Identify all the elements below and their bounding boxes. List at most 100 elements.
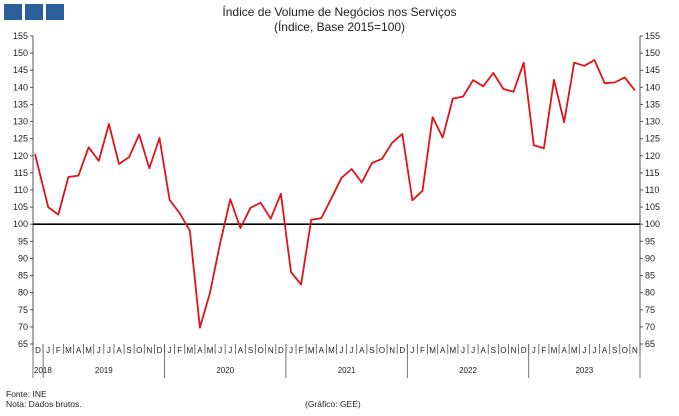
x-month-label: N [511,346,517,355]
x-month-label: J [97,346,101,355]
x-month-label: J [532,346,536,355]
x-month-label: M [450,346,457,355]
x-month-label: F [420,346,425,355]
y-tick-label-left: 95 [18,236,28,246]
x-year-label: 2019 [95,366,113,375]
x-month-label: N [146,346,152,355]
x-month-label: A [561,346,567,355]
x-month-label: J [410,346,414,355]
x-month-label: J [461,346,465,355]
x-month-label: O [622,346,628,355]
x-month-label: M [65,346,72,355]
y-tick-label-left: 105 [13,202,28,212]
y-tick-label-right: 150 [645,48,660,58]
y-tick-label-right: 105 [645,202,660,212]
x-month-label: D [157,346,163,355]
y-tick-label-left: 85 [18,271,28,281]
x-year-label: 2021 [338,366,356,375]
x-month-label: S [491,346,496,355]
x-month-label: O [500,346,506,355]
x-month-label: S [369,346,374,355]
x-month-label: M [85,346,92,355]
x-month-label: J [228,346,232,355]
x-month-label: M [551,346,558,355]
x-month-label: J [592,346,596,355]
x-month-label: M [328,346,335,355]
y-tick-label-right: 85 [645,271,655,281]
logo-square [25,4,43,20]
credit-text: (Gráfico: GEE) [305,399,361,409]
x-month-label: M [571,346,578,355]
y-tick-label-left: 70 [18,322,28,332]
x-month-label: J [289,346,293,355]
y-tick-label-left: 65 [18,339,28,349]
y-tick-label-left: 125 [13,134,28,144]
x-month-label: N [268,346,274,355]
x-month-label: A [116,346,122,355]
chart-title: Índice de Volume de Negócios nos Serviço… [222,5,457,19]
x-month-label: M [429,346,436,355]
x-month-label: A [319,346,325,355]
x-month-label: A [197,346,203,355]
x-month-label: J [107,346,111,355]
y-tick-label-right: 65 [645,339,655,349]
y-tick-label-left: 155 [13,31,28,41]
x-year-label: 2023 [575,366,593,375]
x-year-label: 2022 [459,366,477,375]
x-month-label: S [126,346,131,355]
y-tick-label-left: 80 [18,288,28,298]
y-tick-label-right: 115 [645,168,659,178]
y-tick-label-right: 145 [645,65,660,75]
y-tick-label-right: 110 [645,185,659,195]
note-text: Nota: Dados brutos. [6,399,82,409]
x-month-label: M [186,346,193,355]
y-tick-label-right: 70 [645,322,655,332]
x-month-label: M [308,346,315,355]
y-tick-label-right: 75 [645,305,655,315]
y-tick-label-right: 90 [645,253,655,263]
x-month-label: A [481,346,487,355]
x-month-label: O [379,346,385,355]
y-tick-label-left: 100 [13,219,28,229]
y-tick-label-right: 140 [645,82,660,92]
x-month-label: F [177,346,182,355]
x-month-label: S [248,346,253,355]
x-month-label: A [76,346,82,355]
y-tick-label-left: 90 [18,253,28,263]
x-month-label: J [340,346,344,355]
x-month-label: J [46,346,50,355]
source-text: Fonte: INE [6,389,47,399]
x-month-label: O [258,346,264,355]
x-month-label: J [168,346,172,355]
x-month-label: A [440,346,446,355]
y-tick-label-left: 135 [13,99,28,109]
x-month-label: J [350,346,354,355]
x-month-label: A [359,346,365,355]
x-month-label: F [56,346,61,355]
y-tick-label-right: 100 [645,219,660,229]
logo-square [4,4,22,20]
x-month-label: N [632,346,638,355]
x-month-label: A [238,346,244,355]
x-month-label: D [521,346,527,355]
y-tick-label-right: 95 [645,236,655,246]
y-tick-label-left: 75 [18,305,28,315]
x-month-label: N [389,346,395,355]
y-tick-label-right: 80 [645,288,655,298]
y-tick-label-left: 140 [13,82,28,92]
x-year-label: 2020 [216,366,234,375]
x-month-label: O [136,346,142,355]
y-tick-label-right: 155 [645,31,660,41]
x-month-label: F [299,346,304,355]
y-tick-label-right: 120 [645,151,660,161]
x-month-label: D [399,346,405,355]
x-month-label: M [207,346,214,355]
y-tick-label-left: 115 [14,168,28,178]
y-tick-label-left: 145 [13,65,28,75]
y-tick-label-left: 130 [13,117,28,127]
x-month-label: F [541,346,546,355]
y-tick-label-right: 135 [645,99,660,109]
y-tick-label-left: 150 [13,48,28,58]
x-month-label: J [218,346,222,355]
